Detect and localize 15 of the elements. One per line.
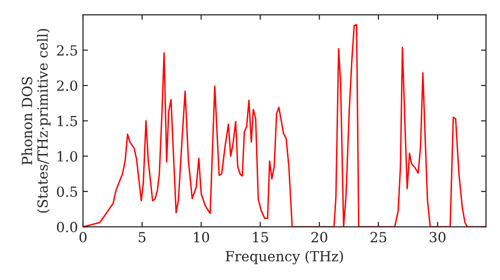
y-tick-label: 2.0 — [56, 80, 78, 91]
y-tick-label: 1.0 — [58, 151, 78, 162]
x-tick-label: 30 — [430, 232, 446, 242]
x-tick-label: 10 — [194, 232, 210, 242]
x-tick-label: 0 — [79, 232, 86, 242]
x-tick-label: 25 — [370, 232, 386, 242]
y-axis-title: Phonon DOS (States/THz·primitive cell) — [22, 28, 50, 213]
x-tick-label: 5 — [138, 232, 146, 242]
x-tick-label: 15 — [253, 232, 268, 242]
y-tick-label: 0.0 — [56, 222, 78, 232]
x-axis-title: Frequency (THz) — [226, 250, 343, 264]
y-tick-label: 2.5 — [56, 45, 78, 56]
y-tick-label: 0.5 — [56, 186, 78, 197]
y-tick-label: 1.5 — [58, 116, 78, 126]
x-tick-label: 20 — [311, 232, 328, 242]
